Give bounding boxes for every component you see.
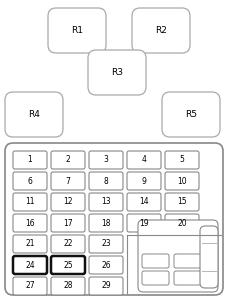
Text: 27: 27	[25, 281, 35, 290]
FancyBboxPatch shape	[13, 172, 47, 190]
FancyBboxPatch shape	[164, 193, 198, 211]
Text: 8: 8	[103, 176, 108, 185]
FancyBboxPatch shape	[173, 271, 200, 285]
Text: 4: 4	[141, 155, 146, 164]
Text: 2: 2	[65, 155, 70, 164]
Text: 29: 29	[101, 281, 110, 290]
FancyBboxPatch shape	[89, 151, 122, 169]
FancyBboxPatch shape	[13, 193, 47, 211]
FancyBboxPatch shape	[51, 235, 85, 253]
Text: 10: 10	[176, 176, 186, 185]
FancyBboxPatch shape	[126, 214, 160, 232]
FancyBboxPatch shape	[126, 151, 160, 169]
Text: R1: R1	[71, 26, 83, 35]
FancyBboxPatch shape	[51, 193, 85, 211]
Text: 1: 1	[27, 155, 32, 164]
Text: R2: R2	[154, 26, 166, 35]
Text: 20: 20	[176, 218, 186, 227]
Text: 19: 19	[138, 218, 148, 227]
FancyBboxPatch shape	[51, 151, 85, 169]
FancyBboxPatch shape	[5, 143, 222, 295]
FancyBboxPatch shape	[51, 256, 85, 274]
FancyBboxPatch shape	[88, 50, 145, 95]
FancyBboxPatch shape	[89, 277, 122, 295]
Text: 15: 15	[176, 197, 186, 206]
FancyBboxPatch shape	[137, 220, 217, 292]
FancyBboxPatch shape	[131, 8, 189, 53]
Text: 17: 17	[63, 218, 72, 227]
FancyBboxPatch shape	[48, 8, 106, 53]
Text: 6: 6	[27, 176, 32, 185]
Text: 5: 5	[179, 155, 184, 164]
FancyBboxPatch shape	[89, 172, 122, 190]
Text: 23: 23	[101, 239, 110, 248]
Text: 11: 11	[25, 197, 35, 206]
FancyBboxPatch shape	[141, 271, 168, 285]
Text: 21: 21	[25, 239, 35, 248]
FancyBboxPatch shape	[126, 172, 160, 190]
Text: R5: R5	[184, 110, 196, 119]
FancyBboxPatch shape	[51, 214, 85, 232]
FancyBboxPatch shape	[89, 193, 122, 211]
Text: 18: 18	[101, 218, 110, 227]
FancyBboxPatch shape	[164, 214, 198, 232]
Text: 28: 28	[63, 281, 72, 290]
FancyBboxPatch shape	[51, 172, 85, 190]
FancyBboxPatch shape	[13, 151, 47, 169]
Text: 26: 26	[101, 260, 110, 269]
Text: R3: R3	[111, 68, 122, 77]
Text: 3: 3	[103, 155, 108, 164]
FancyBboxPatch shape	[141, 254, 168, 268]
FancyBboxPatch shape	[164, 172, 198, 190]
FancyBboxPatch shape	[13, 256, 47, 274]
Text: 25: 25	[63, 260, 72, 269]
FancyBboxPatch shape	[13, 214, 47, 232]
FancyBboxPatch shape	[51, 277, 85, 295]
Text: 9: 9	[141, 176, 146, 185]
FancyBboxPatch shape	[13, 277, 47, 295]
Text: R4: R4	[28, 110, 40, 119]
FancyBboxPatch shape	[173, 254, 200, 268]
Text: 13: 13	[101, 197, 110, 206]
Text: 7: 7	[65, 176, 70, 185]
FancyBboxPatch shape	[5, 92, 63, 137]
Text: 14: 14	[138, 197, 148, 206]
FancyBboxPatch shape	[199, 226, 217, 288]
FancyBboxPatch shape	[13, 235, 47, 253]
FancyBboxPatch shape	[164, 151, 198, 169]
FancyBboxPatch shape	[161, 92, 219, 137]
FancyBboxPatch shape	[89, 256, 122, 274]
Text: 24: 24	[25, 260, 35, 269]
Text: 22: 22	[63, 239, 72, 248]
FancyBboxPatch shape	[89, 214, 122, 232]
FancyBboxPatch shape	[89, 235, 122, 253]
Text: 12: 12	[63, 197, 72, 206]
Text: 16: 16	[25, 218, 35, 227]
FancyBboxPatch shape	[126, 193, 160, 211]
